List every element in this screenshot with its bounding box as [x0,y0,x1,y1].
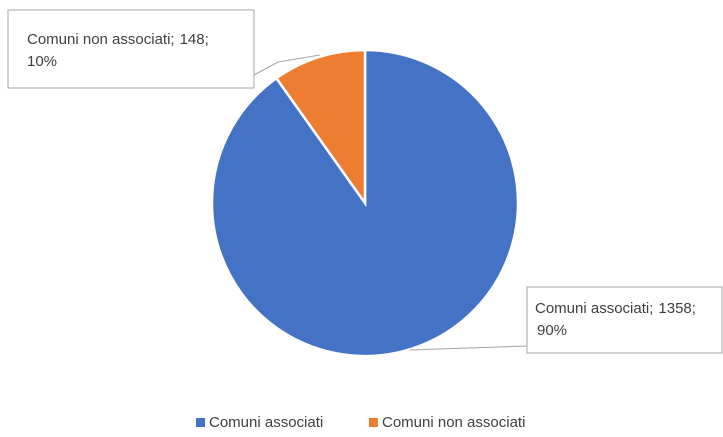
data-label-category: Comuni non associati [27,31,170,48]
data-label-separator: ; [649,300,653,317]
data-label-box [7,9,255,89]
legend-label: Comuni non associati [382,414,525,431]
data-label-value: 148 [180,31,205,48]
data-label-percent: 90% [537,322,567,339]
data-label: Comuni non associati; 148; [27,31,209,48]
pie-slice [274,48,367,207]
legend-swatch [196,418,205,427]
data-label-separator: ; [170,31,174,48]
leader-line [253,54,321,76]
legend-swatch [369,418,378,427]
data-label-percent: 10% [27,53,57,70]
data-label: Comuni associati; 1358; [535,300,696,317]
leader-line [409,345,528,351]
data-label-separator: ; [205,31,209,48]
legend-label: Comuni associati [209,414,323,431]
data-label-box [526,286,723,354]
data-label-category: Comuni associati [535,300,649,317]
data-label-value: 1358 [658,300,691,317]
data-label-separator: ; [692,300,696,317]
